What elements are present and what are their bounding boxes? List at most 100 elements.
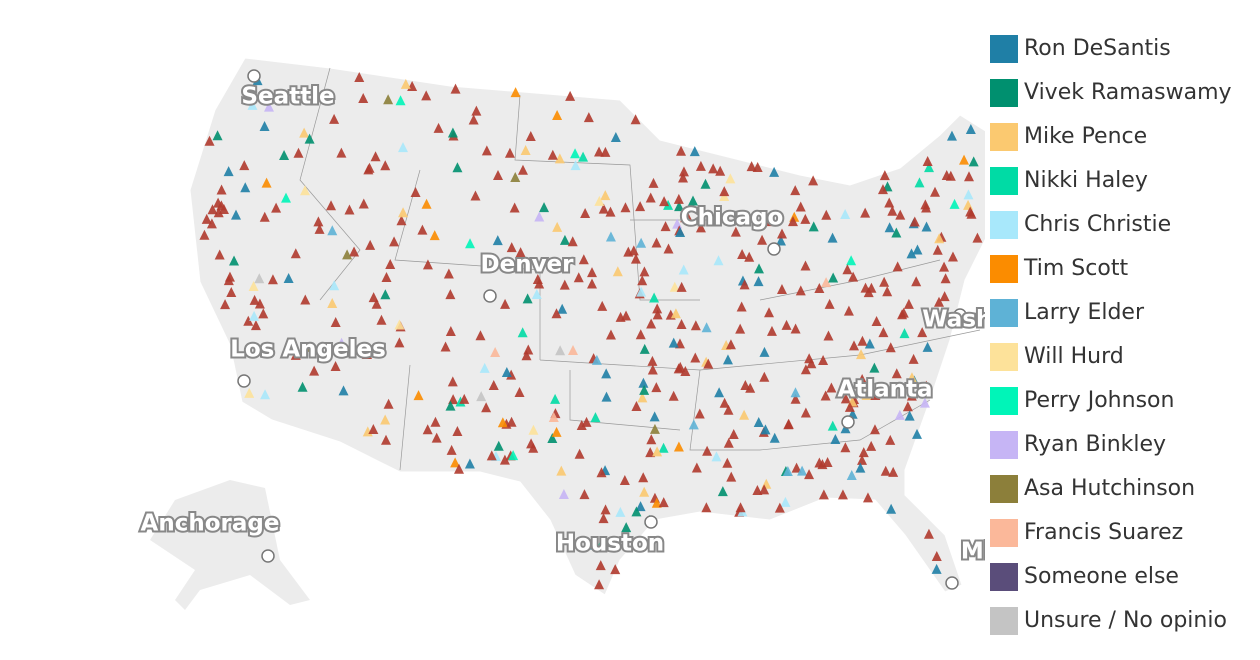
marker (297, 381, 308, 392)
marker (326, 200, 337, 211)
marker (300, 294, 311, 305)
marker (574, 448, 585, 459)
marker (745, 382, 756, 393)
marker (790, 323, 801, 334)
marker (600, 190, 611, 201)
marker (753, 416, 764, 427)
marker (895, 209, 906, 220)
city-dot (644, 515, 658, 529)
marker (381, 271, 392, 282)
marker (800, 407, 811, 418)
marker (583, 112, 594, 123)
marker (759, 346, 770, 357)
marker (525, 131, 536, 142)
marker (446, 444, 457, 455)
marker (904, 410, 915, 421)
marker (818, 354, 829, 365)
marker (804, 469, 815, 480)
marker (212, 130, 223, 141)
marker (380, 414, 391, 425)
marker (860, 207, 871, 218)
marker (531, 289, 542, 300)
marker (637, 392, 648, 403)
marker (601, 391, 612, 402)
legend-label: Nikki Haley (1024, 168, 1148, 193)
marker (695, 222, 706, 233)
marker (267, 274, 278, 285)
marker (806, 358, 817, 369)
marker (523, 344, 534, 355)
marker (676, 318, 687, 329)
marker (797, 465, 808, 476)
marker (421, 90, 432, 101)
marker (514, 386, 525, 397)
marker (565, 90, 576, 101)
marker (885, 434, 896, 445)
marker (479, 362, 490, 373)
marker (800, 260, 811, 271)
marker (906, 372, 917, 383)
marker (380, 289, 391, 300)
marker (567, 344, 578, 355)
marker (264, 101, 275, 112)
marker (248, 280, 259, 291)
marker (689, 146, 700, 157)
marker (410, 187, 421, 198)
marker (722, 354, 733, 365)
marker (247, 99, 258, 110)
marker (759, 484, 770, 495)
marker (949, 198, 960, 209)
marker (725, 339, 736, 350)
marker (452, 162, 463, 173)
marker (688, 419, 699, 430)
marker (490, 347, 501, 358)
marker (279, 149, 290, 160)
marker (877, 184, 888, 195)
marker (776, 284, 787, 295)
marker (445, 289, 456, 300)
marker (909, 216, 920, 227)
marker (517, 164, 528, 175)
marker (783, 419, 794, 430)
marker (258, 308, 269, 319)
marker (240, 182, 251, 193)
marker (940, 273, 951, 284)
city-label: Anchorage (141, 511, 280, 537)
marker (746, 161, 757, 172)
marker (422, 259, 433, 270)
legend-swatch (990, 343, 1018, 371)
marker (774, 502, 785, 513)
marker (422, 424, 433, 435)
marker (600, 504, 611, 515)
marker (630, 253, 641, 264)
marker (552, 109, 563, 120)
marker (260, 389, 271, 400)
marker (658, 497, 669, 508)
marker (515, 247, 526, 258)
marker (330, 360, 341, 371)
marker (820, 390, 831, 401)
marker (556, 465, 567, 476)
marker (726, 471, 737, 482)
marker (243, 315, 254, 326)
marker (690, 352, 701, 363)
marker (342, 249, 353, 260)
marker (946, 130, 957, 141)
marker (558, 489, 569, 500)
legend-label: Francis Suarez (1024, 520, 1183, 545)
city-dot (767, 242, 781, 256)
marker (620, 202, 631, 213)
marker (259, 121, 270, 132)
city-dot (945, 576, 959, 590)
marker (639, 343, 650, 354)
legend-label: Tim Scott (1023, 256, 1128, 281)
marker (283, 272, 294, 283)
city-label: Denver (481, 252, 575, 278)
marker (578, 151, 589, 162)
marker (646, 434, 657, 445)
city-dot (953, 308, 967, 322)
marker (648, 177, 659, 188)
marker (481, 402, 492, 413)
marker (821, 277, 832, 288)
marker (760, 424, 771, 435)
